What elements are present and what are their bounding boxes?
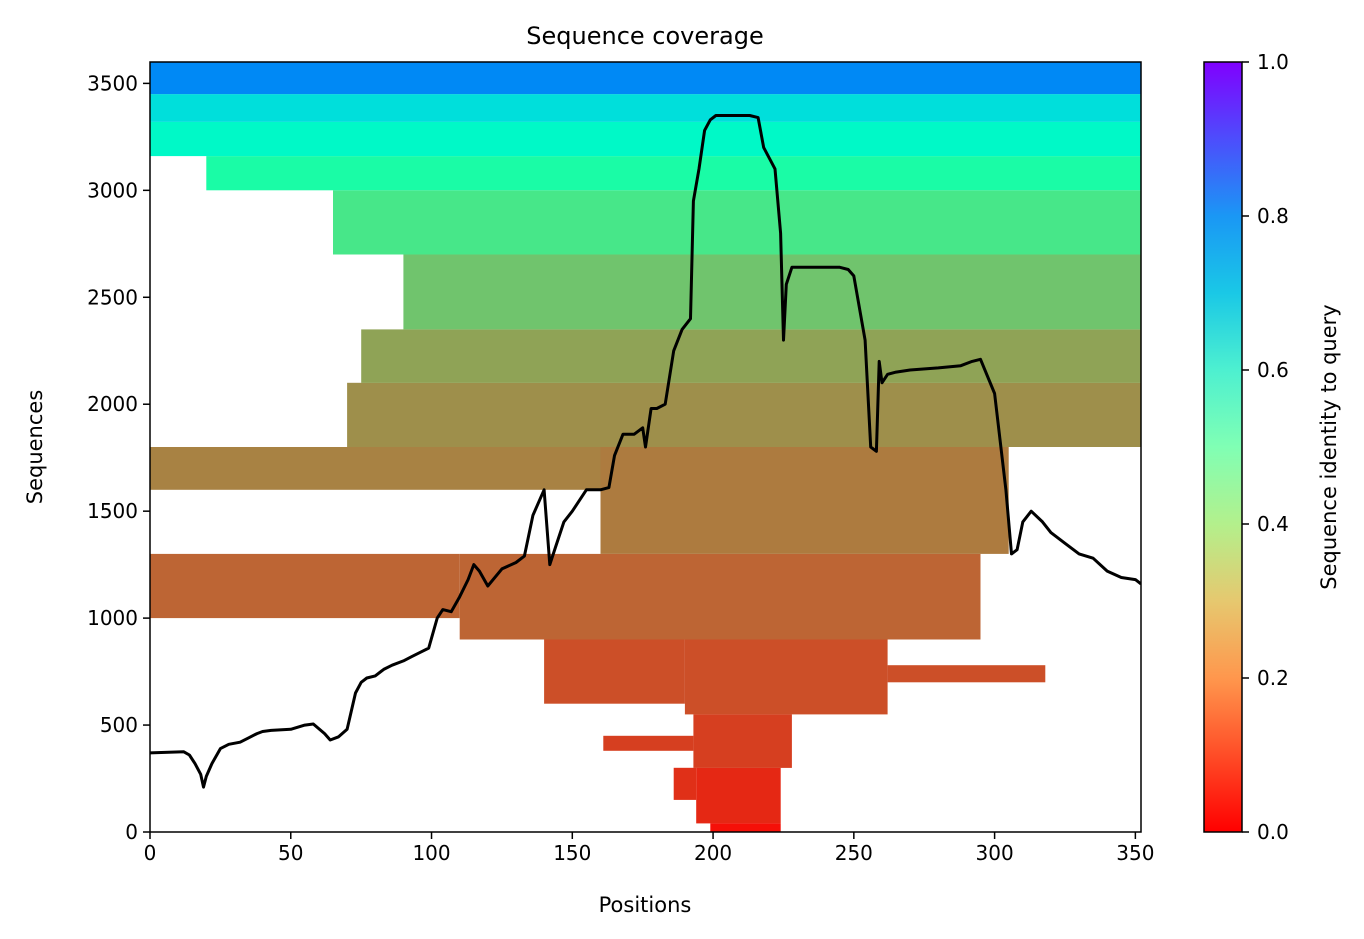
colorbar-tick-label: 0.6 bbox=[1257, 358, 1289, 382]
x-axis-label: Positions bbox=[599, 893, 692, 917]
x-tick-label: 150 bbox=[553, 841, 591, 865]
y-axis-label: Sequences bbox=[23, 390, 47, 505]
x-tick-label: 200 bbox=[694, 841, 732, 865]
colorbar-tick-label: 1.0 bbox=[1257, 50, 1289, 74]
coverage-band bbox=[693, 714, 792, 768]
colorbar-tick-label: 0.4 bbox=[1257, 512, 1289, 536]
y-tick-label: 3000 bbox=[87, 178, 138, 202]
x-tick-label: 100 bbox=[412, 841, 450, 865]
coverage-band bbox=[333, 190, 1141, 255]
x-tick-label: 250 bbox=[835, 841, 873, 865]
coverage-band bbox=[710, 823, 781, 832]
coverage-band bbox=[150, 447, 601, 490]
y-tick-label: 1000 bbox=[87, 606, 138, 630]
coverage-band bbox=[150, 121, 1141, 157]
coverage-band bbox=[684, 639, 888, 715]
coverage-band bbox=[673, 767, 697, 800]
y-tick-label: 3500 bbox=[87, 71, 138, 95]
y-tick-label: 500 bbox=[100, 713, 138, 737]
colorbar-tick-label: 0.8 bbox=[1257, 204, 1289, 228]
x-tick-label: 300 bbox=[976, 841, 1014, 865]
x-tick-label: 350 bbox=[1116, 841, 1154, 865]
coverage-band bbox=[347, 382, 1141, 447]
coverage-band bbox=[150, 94, 1141, 122]
y-tick-label: 2500 bbox=[87, 285, 138, 309]
plot-area bbox=[150, 62, 1141, 832]
x-tick-label: 0 bbox=[144, 841, 157, 865]
coverage-band bbox=[600, 447, 1009, 554]
colorbar-axis: 0.0 0.2 0.4 0.6 0.8 1.0 bbox=[1242, 50, 1289, 844]
coverage-band bbox=[150, 553, 460, 619]
coverage-band bbox=[361, 329, 1141, 383]
coverage-band bbox=[887, 665, 1046, 683]
y-tick-label: 2000 bbox=[87, 392, 138, 416]
chart-title: Sequence coverage bbox=[526, 22, 763, 50]
coverage-band bbox=[603, 735, 694, 751]
plot-frame bbox=[149, 61, 1142, 833]
colorbar-tick-label: 0.2 bbox=[1257, 666, 1289, 690]
coverage-band bbox=[403, 254, 1141, 330]
colorbar-tick-label: 0.0 bbox=[1257, 820, 1289, 844]
coverage-band bbox=[206, 156, 1141, 191]
coverage-band bbox=[696, 767, 781, 824]
x-axis: 0 50 100 150 200 250 300 350 bbox=[144, 832, 1154, 865]
y-tick-label: 0 bbox=[125, 820, 138, 844]
colorbar bbox=[1203, 61, 1243, 833]
coverage-band bbox=[459, 553, 981, 640]
y-tick-label: 1500 bbox=[87, 499, 138, 523]
coverage-line bbox=[150, 114, 1141, 789]
coverage-band bbox=[150, 62, 1141, 95]
colorbar-label: Sequence identity to query bbox=[1317, 304, 1341, 589]
x-tick-label: 50 bbox=[278, 841, 303, 865]
y-axis: 0 500 1000 1500 2000 2500 3000 3500 bbox=[87, 71, 150, 844]
coverage-heatmap bbox=[150, 62, 1141, 832]
coverage-band bbox=[544, 639, 685, 704]
